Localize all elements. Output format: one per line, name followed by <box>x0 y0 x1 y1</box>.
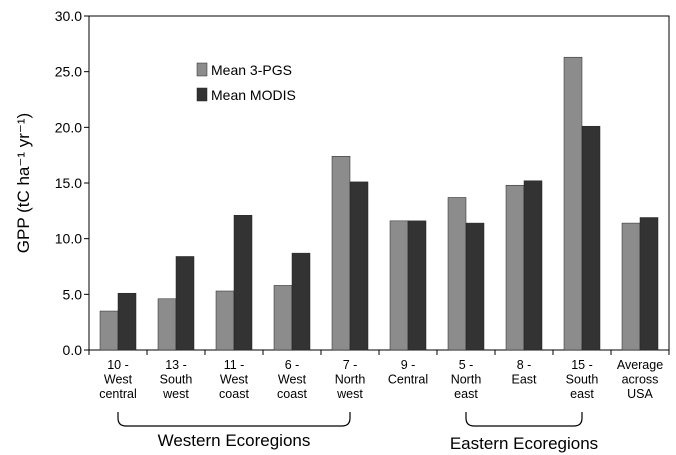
y-tick-label: 0.0 <box>63 342 83 358</box>
bar-3pgs <box>331 156 351 351</box>
bar-3pgs <box>447 197 467 351</box>
x-axis: 10 -West central 13 -South west 11 -West coas… <box>88 350 670 401</box>
y-axis-label: GPP (tC ha⁻¹ yr⁻¹) <box>14 113 33 253</box>
x-category-label: 5 -North east <box>451 358 482 401</box>
group-label: Eastern Ecoregions <box>450 434 598 453</box>
bar-modis <box>291 252 311 351</box>
x-category-label: 10 -West central <box>99 358 137 401</box>
x-category-label: 13 -South west <box>160 358 193 401</box>
bar-3pgs <box>215 290 235 351</box>
bar-3pgs <box>99 310 119 351</box>
y-tick-label: 10.0 <box>55 231 82 247</box>
legend-swatch <box>196 87 208 102</box>
group-brackets: Western Ecoregions Eastern Ecoregions <box>117 412 598 453</box>
bar-modis <box>117 292 137 351</box>
bar-modis <box>523 180 543 351</box>
bar-modis <box>175 256 195 351</box>
x-category-label: 8 -East <box>511 358 537 387</box>
legend-label: Mean MODIS <box>211 87 296 103</box>
x-category-label: 7 -North west <box>335 358 366 401</box>
x-category-label: 11 -West coast <box>219 358 249 401</box>
bar-modis <box>465 222 485 351</box>
y-tick-label: 25.0 <box>55 64 82 80</box>
y-tick-label: 20.0 <box>55 119 82 135</box>
legend-swatch <box>196 62 208 77</box>
y-tick-label: 15.0 <box>55 175 82 191</box>
bar-3pgs <box>505 184 525 351</box>
bars-layer <box>99 56 659 351</box>
group-bracket <box>465 412 583 427</box>
y-tick-label: 5.0 <box>63 286 83 302</box>
bar-modis <box>233 215 253 351</box>
bar-3pgs <box>389 220 409 351</box>
bar-3pgs <box>157 298 177 351</box>
bar-modis <box>581 125 601 351</box>
bar-3pgs <box>563 56 583 351</box>
legend: Mean 3-PGS Mean MODIS <box>196 62 296 103</box>
bar-modis <box>407 220 427 351</box>
x-category-label: 6 -West coast <box>277 358 307 401</box>
bar-modis <box>349 181 369 351</box>
x-category-label: 15 -South east <box>566 358 599 401</box>
bar-modis <box>639 217 659 351</box>
group-bracket <box>117 412 351 427</box>
legend-label: Mean 3-PGS <box>211 62 292 78</box>
bar-3pgs <box>273 285 293 351</box>
y-axis: 0.0 5.0 10.0 15.0 20.0 25.0 30.0 <box>55 8 89 358</box>
bar-3pgs <box>621 222 641 351</box>
group-label: Western Ecoregions <box>158 431 311 450</box>
x-category-label: 9 -Central <box>388 358 428 387</box>
x-category-label: Average across USA <box>617 358 663 401</box>
y-tick-label: 30.0 <box>55 8 82 24</box>
